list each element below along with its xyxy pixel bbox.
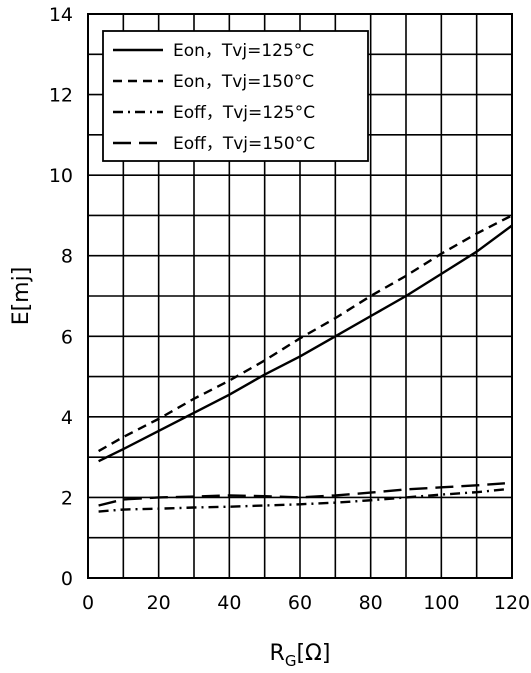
y-tick-label: 6 [61,326,73,348]
x-tick-label: 120 [494,592,530,614]
legend-label-2: Eon，Tvj=150°C [173,72,314,92]
x-tick-label: 80 [359,592,383,614]
x-tick-label: 20 [147,592,171,614]
y-axis-label: E[mj] [9,267,34,326]
series-layer [98,214,513,513]
tick-labels: 0 20 40 60 80 100 120 0 2 4 6 8 10 12 14 [49,4,530,614]
y-tick-label: 4 [61,407,73,429]
y-tick-label: 2 [61,487,73,509]
x-tick-label: 100 [423,592,459,614]
x-tick-label: 60 [288,592,312,614]
x-axis-label-sub: G [285,652,297,670]
legend-label-1: Eon，Tvj=125°C [173,41,314,61]
y-tick-label: 0 [61,568,73,590]
legend-box [102,30,369,162]
y-tick-label: 12 [49,85,73,107]
series-line-3 [98,488,506,513]
series-line-1 [98,224,513,463]
legend: Eon，Tvj=125°C Eon，Tvj=150°C Eoff，Tvj=125°C… [102,30,369,162]
series-line-2 [98,214,513,453]
x-axis-label: RG[Ω] [270,641,331,670]
y-tick-label: 8 [61,246,73,268]
x-tick-label: 40 [217,592,241,614]
plot-frame [87,13,513,579]
x-axis-label-unit: [Ω] [296,641,330,666]
x-tick-label: 0 [82,592,94,614]
legend-label-3: Eoff，Tvj=125°C [173,103,315,123]
legend-label-4: Eoff，Tvj=150°C [173,134,315,154]
series-line-4 [98,482,506,507]
y-tick-label: 10 [49,165,73,187]
y-tick-label: 14 [49,4,73,26]
x-axis-label-main: R [270,641,285,666]
